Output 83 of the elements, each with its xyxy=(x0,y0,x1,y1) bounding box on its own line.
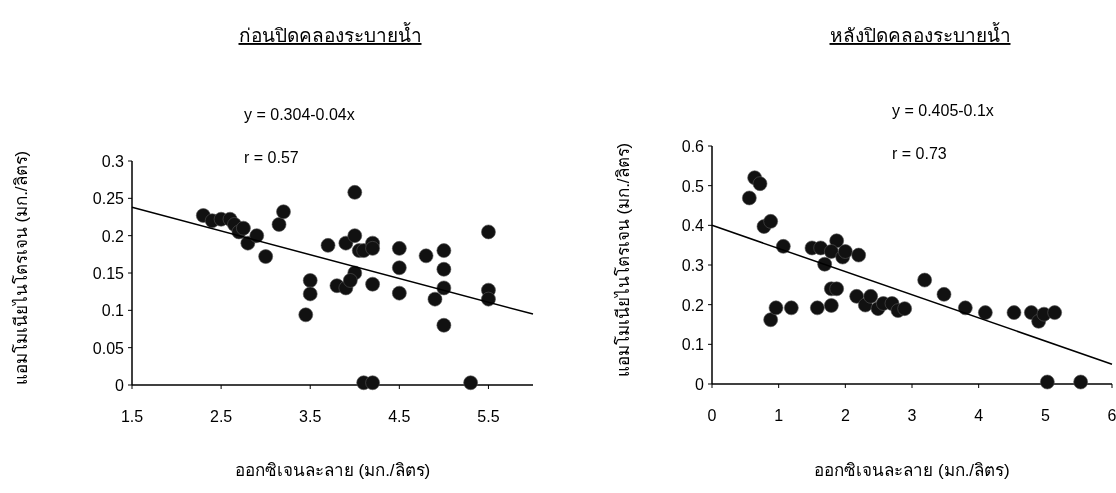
point xyxy=(936,287,952,302)
point xyxy=(978,305,993,320)
point xyxy=(392,285,407,301)
y-tick-label: 0 xyxy=(115,377,125,394)
y-tick-label: 0.15 xyxy=(92,265,125,282)
x-axis-title: ออกซิเจนละลาย (มก./ลิตร) xyxy=(234,461,431,480)
point xyxy=(768,300,784,316)
y-tick-label: 0.1 xyxy=(101,302,125,320)
point xyxy=(271,217,287,232)
point xyxy=(1073,374,1088,390)
point xyxy=(258,249,273,264)
x-axis-title: ออกซิเจนละลาย (มก./ลิตร) xyxy=(814,461,1010,480)
point xyxy=(418,248,434,264)
point xyxy=(427,291,443,307)
x-tick-label: 1 xyxy=(774,407,784,424)
point xyxy=(436,317,452,333)
chart-title: ก่อนปิดคลองระบายน้ำ xyxy=(238,22,422,46)
point xyxy=(1006,305,1022,320)
x-tick-label: 3.5 xyxy=(299,408,322,425)
point xyxy=(298,307,314,323)
point xyxy=(824,244,839,259)
point xyxy=(392,260,407,276)
point xyxy=(365,375,380,391)
point xyxy=(436,243,452,258)
point xyxy=(897,301,912,316)
point xyxy=(752,176,768,191)
text: y = 0.405-0.1x xyxy=(892,102,994,119)
x-tick-label: 5.5 xyxy=(477,408,500,425)
x-tick-label: 0 xyxy=(707,407,717,424)
point xyxy=(276,204,291,220)
point xyxy=(829,281,844,297)
y-tick-label: 0.6 xyxy=(681,138,705,155)
x-tick-label: 2.5 xyxy=(209,408,233,425)
point xyxy=(784,300,799,316)
point xyxy=(365,241,380,256)
y-tick-label: 0.3 xyxy=(101,153,125,170)
annotation: r = 0.73 xyxy=(892,145,947,162)
x-tick-label: 4 xyxy=(974,407,984,424)
point xyxy=(958,300,973,316)
x-tick-label: 4.5 xyxy=(388,408,411,425)
point xyxy=(742,190,757,206)
x-tick-label: 3 xyxy=(907,407,917,424)
point xyxy=(320,238,336,253)
point xyxy=(1040,374,1055,390)
point xyxy=(863,289,878,304)
point xyxy=(824,298,839,313)
text: y = 0.304-0.04x xyxy=(244,106,355,123)
point xyxy=(810,300,825,316)
y-tick-label: 0.2 xyxy=(101,227,125,245)
point xyxy=(347,228,363,243)
point xyxy=(463,375,478,391)
point xyxy=(236,220,251,236)
point xyxy=(763,214,778,229)
point xyxy=(343,273,358,288)
y-tick-label: 0.1 xyxy=(681,336,705,354)
point xyxy=(392,241,407,256)
y-tick-label: 0.3 xyxy=(681,257,705,274)
y-tick-label: 0.5 xyxy=(681,177,705,195)
x-tick-label: 6 xyxy=(1107,407,1116,424)
x-tick-label: 2 xyxy=(840,407,850,424)
x-tick-label: 5 xyxy=(1040,407,1050,424)
y-tick-label: 0.2 xyxy=(681,296,705,314)
y-tick-label: 0.25 xyxy=(92,190,125,208)
x-tick-label: 1.5 xyxy=(120,408,144,425)
point xyxy=(849,289,864,304)
point xyxy=(302,273,318,288)
point xyxy=(347,185,363,200)
point xyxy=(481,224,496,240)
point xyxy=(365,276,380,292)
y-axis-title: แอมโมเนียไนโตรเจน (มก./ลิตร) xyxy=(11,150,31,386)
chart-title: หลังปิดคลองระบายน้ำ xyxy=(829,22,1011,46)
point xyxy=(851,247,866,263)
point xyxy=(302,286,318,302)
point xyxy=(436,261,452,277)
point xyxy=(763,312,778,328)
point xyxy=(1047,305,1062,320)
point xyxy=(838,244,853,259)
y-tick-label: 0 xyxy=(695,376,705,393)
point xyxy=(917,272,932,288)
y-axis-title: แอมโมเนียไนโตรเจน (มก./ลิตร) xyxy=(613,142,633,378)
annotation: r = 0.57 xyxy=(244,149,299,166)
y-tick-label: 0.4 xyxy=(681,217,705,235)
y-tick-label: 0.05 xyxy=(92,339,125,357)
